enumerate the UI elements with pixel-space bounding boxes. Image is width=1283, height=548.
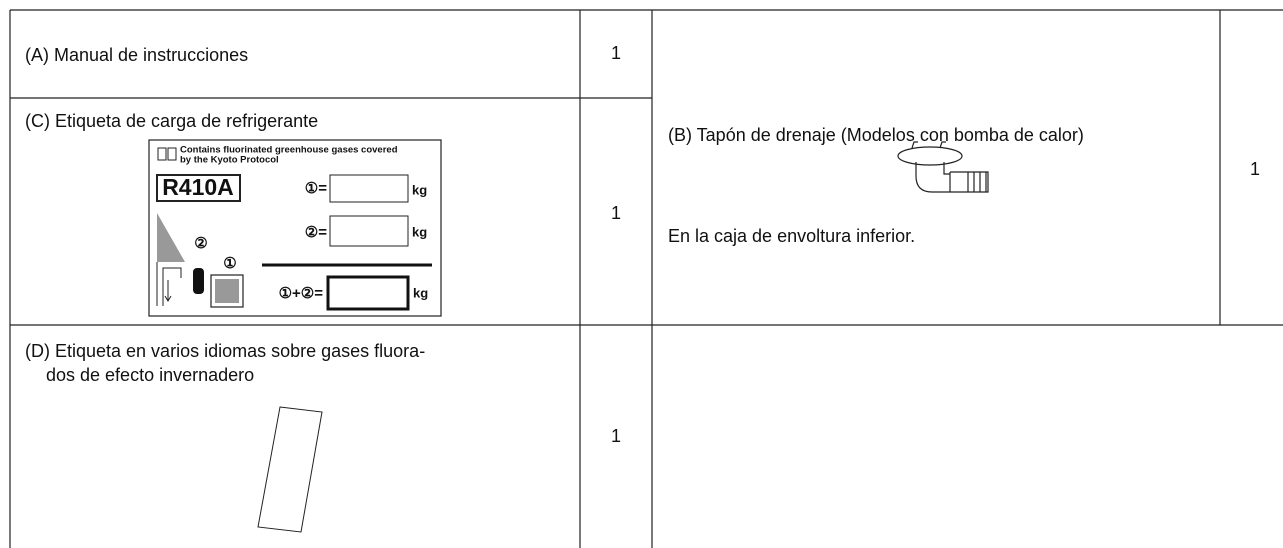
charge-label: ②= [305,224,327,241]
quantity: 1 [611,43,621,63]
item-text: (D) Etiqueta en varios idiomas sobre gas… [25,341,425,361]
charge-label: ①= [305,180,327,197]
label-sheet [257,406,323,533]
table-rules [9,9,1283,548]
quantity: 1 [611,203,621,223]
item-text: (B) Tapón de drenaje (Modelos con bomba … [668,125,1084,145]
drain-cap-drawing [897,141,989,193]
unit: kg [412,224,427,239]
quantity: 1 [611,426,621,446]
marker: ① [223,255,236,272]
marker: ② [194,235,207,252]
quantity: 1 [1250,159,1260,179]
note-text: En la caja de envoltura inferior. [668,226,915,246]
item-text: (C) Etiqueta de carga de refrigerante [25,111,318,131]
refrigerant-name: R410A [162,174,234,200]
unit: kg [412,182,427,197]
label-notice: Contains fluorinated greenhouse gases co… [180,145,398,156]
item-text: (A) Manual de instrucciones [25,45,248,65]
label-notice: by the Kyoto Protocol [180,155,279,166]
unit: kg [413,285,428,300]
total-label: ①+②= [279,285,324,302]
refrigerant-label: Contains fluorinated greenhouse gases co… [148,139,442,317]
item-text: dos de efecto invernadero [46,365,254,385]
